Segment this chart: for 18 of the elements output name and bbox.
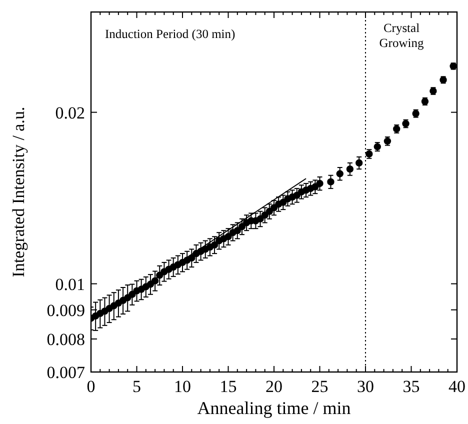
y-axis-title: Integrated Intensity / a.u. [9,106,28,278]
annotation: Crystal Growing [379,21,424,50]
x-tick-label: 5 [132,377,141,396]
x-tick-label: 15 [220,377,237,396]
x-tick-label: 10 [174,377,191,396]
y-tick-label: 0.008 [46,330,85,349]
y-tick-label: 0.009 [46,300,85,320]
y-tick-label: 0.02 [55,103,85,122]
x-tick-label: 20 [266,377,282,396]
x-tick-label: 25 [311,377,328,396]
annotation: Induction Period (30 min) [105,27,236,41]
x-tick-label: 40 [448,377,466,396]
x-axis-title: Annealing time / min [197,398,351,418]
x-tick-label: 35 [402,377,420,396]
y-tick-label: 0.007 [46,363,86,382]
y-tick-label: 0.01 [55,274,85,294]
x-tick-label: 0 [86,377,96,396]
x-tick-label: 30 [357,377,374,396]
